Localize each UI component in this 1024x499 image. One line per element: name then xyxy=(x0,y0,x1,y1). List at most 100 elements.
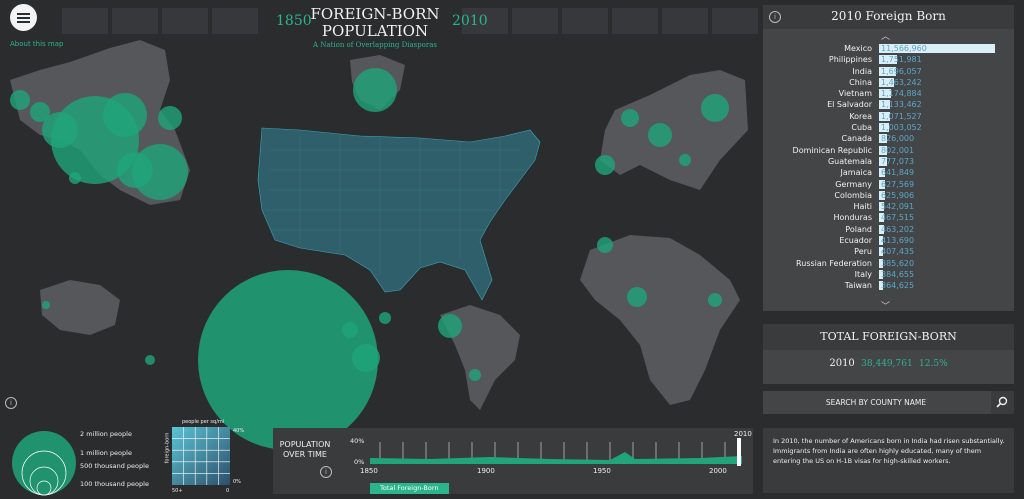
country-value: 627,569 xyxy=(881,179,915,189)
about-link[interactable]: About this map xyxy=(10,40,64,48)
ranking-list[interactable]: Mexico 11,566,960 Philippines 1,751,981 Indi… xyxy=(763,43,1014,292)
country-value: 11,566,960 xyxy=(881,44,927,53)
ranking-row[interactable]: Italy 384,655 xyxy=(763,269,1014,280)
country-value: 826,000 xyxy=(881,134,915,144)
flag-item[interactable] xyxy=(662,8,708,34)
timeline-chart[interactable] xyxy=(370,438,745,466)
ranking-row[interactable]: Korea 1,071,527 xyxy=(763,111,1014,122)
ranking-row[interactable]: Canada 826,000 xyxy=(763,133,1014,144)
country-name: Dominican Republic xyxy=(792,145,872,155)
ranking-row[interactable]: Haiti 542,091 xyxy=(763,201,1014,212)
total-row: 2010 38,449,761 12.5% xyxy=(763,358,1014,369)
value-bar xyxy=(879,258,883,268)
density-tick: 40% xyxy=(233,428,245,434)
country-value: 777,073 xyxy=(881,156,915,166)
flag-item[interactable] xyxy=(212,8,258,34)
ranking-row[interactable]: Guatemala 777,073 xyxy=(763,156,1014,167)
value-bar xyxy=(879,224,884,234)
timeline-panel[interactable]: POPULATION OVER TIME i 40% 0% 2010 1850 … xyxy=(273,428,753,494)
country-value: 467,515 xyxy=(881,213,915,223)
value-bar xyxy=(879,168,885,178)
density-grid xyxy=(172,427,230,485)
value-bar xyxy=(879,190,885,200)
ranking-row[interactable]: Vietnam 1,174,884 xyxy=(763,88,1014,99)
search-icon[interactable] xyxy=(991,391,1014,414)
country-value: 1,463,242 xyxy=(881,77,922,87)
ranking-header: i 2010 Foreign Born xyxy=(763,5,1014,29)
ranking-row[interactable]: Germany 627,569 xyxy=(763,179,1014,190)
country-value: 384,655 xyxy=(881,269,915,279)
ranking-row[interactable]: Poland 463,202 xyxy=(763,224,1014,235)
country-value: 1,133,462 xyxy=(881,100,922,110)
search-bar[interactable]: SEARCH BY COUNTY NAME xyxy=(763,391,1014,414)
flag-item[interactable] xyxy=(162,8,208,34)
country-name: Cuba xyxy=(851,123,872,133)
flag-item[interactable] xyxy=(712,8,758,34)
country-name: Taiwan xyxy=(844,281,872,291)
value-bar xyxy=(879,66,896,76)
country-value: 625,906 xyxy=(881,190,915,200)
ranking-row[interactable]: Jamaica 641,849 xyxy=(763,167,1014,178)
scroll-up-icon[interactable]: ︿ xyxy=(881,32,891,42)
value-bar xyxy=(879,123,889,133)
info-icon[interactable]: i xyxy=(320,466,332,478)
flag-item[interactable] xyxy=(62,8,108,34)
size-legend xyxy=(12,431,76,496)
flag-strip[interactable] xyxy=(0,4,760,34)
page-title: FOREIGN-BORN POPULATION xyxy=(310,5,440,40)
value-bar xyxy=(879,44,995,53)
density-tick: 50+ xyxy=(172,488,183,494)
country-name: Vietnam xyxy=(838,89,872,99)
world-map[interactable] xyxy=(0,0,760,499)
flag-item[interactable] xyxy=(462,8,508,34)
hamburger-icon[interactable] xyxy=(10,4,37,31)
country-name: Guatemala xyxy=(827,156,872,166)
timeline-y-tick: 40% xyxy=(350,437,365,445)
density-tick: 0 xyxy=(226,488,230,494)
flag-item[interactable] xyxy=(512,8,558,34)
ranking-row[interactable]: Dominican Republic 802,001 xyxy=(763,145,1014,156)
legend-size-label: 500 thousand people xyxy=(80,462,149,470)
timeline-x-tick: 1850 xyxy=(360,467,378,475)
info-icon[interactable]: i xyxy=(769,11,781,23)
search-label[interactable]: SEARCH BY COUNTY NAME xyxy=(825,398,927,407)
timeline-current-year: 2010 xyxy=(734,430,752,438)
ranking-row[interactable]: El Salvador 1,133,462 xyxy=(763,99,1014,110)
ranking-row[interactable]: China 1,463,242 xyxy=(763,77,1014,88)
ranking-row[interactable]: Cuba 1,003,052 xyxy=(763,122,1014,133)
flag-item[interactable] xyxy=(112,8,158,34)
year-start[interactable]: 1850 xyxy=(276,13,312,29)
info-icon[interactable]: i xyxy=(5,397,17,409)
ranking-row[interactable]: Mexico 11,566,960 xyxy=(763,43,1014,54)
usa-texture xyxy=(266,135,525,275)
ranking-row[interactable]: Honduras 467,515 xyxy=(763,212,1014,223)
year-end[interactable]: 2010 xyxy=(452,13,488,29)
value-bar xyxy=(879,213,884,223)
flag-item[interactable] xyxy=(562,8,608,34)
ranking-panel: i 2010 Foreign Born ︿ Mexico 11,566,960 Ph… xyxy=(763,5,1014,312)
density-axis-label: foreign-born xyxy=(164,432,171,464)
ranking-row[interactable]: Taiwan 364,625 xyxy=(763,280,1014,291)
ranking-row[interactable]: India 1,696,057 xyxy=(763,66,1014,77)
country-value: 413,690 xyxy=(881,236,915,246)
value-bar xyxy=(879,145,887,155)
land-usa[interactable] xyxy=(257,127,541,301)
country-name: China xyxy=(849,77,872,87)
ranking-row[interactable]: Colombia 625,906 xyxy=(763,190,1014,201)
country-name: Ecuador xyxy=(839,236,872,246)
ranking-row[interactable]: Ecuador 413,690 xyxy=(763,235,1014,246)
legend-size-label: 1 million people xyxy=(80,449,132,457)
country-name: Korea xyxy=(849,111,872,121)
value-bar xyxy=(879,202,884,212)
total-foreign-born-button[interactable]: Total Foreign-Born xyxy=(370,483,449,494)
scroll-down-icon[interactable]: ﹀ xyxy=(881,302,891,312)
country-value: 641,849 xyxy=(881,168,915,178)
country-bubbles[interactable] xyxy=(10,68,729,450)
timeline-label: POPULATION OVER TIME xyxy=(279,440,331,459)
land-asia xyxy=(600,70,748,190)
ranking-row[interactable]: Peru 407,435 xyxy=(763,246,1014,257)
ranking-row[interactable]: Russian Federation 385,620 xyxy=(763,258,1014,269)
ranking-row[interactable]: Philippines 1,751,981 xyxy=(763,54,1014,65)
country-value: 1,174,884 xyxy=(881,89,922,99)
flag-item[interactable] xyxy=(612,8,658,34)
